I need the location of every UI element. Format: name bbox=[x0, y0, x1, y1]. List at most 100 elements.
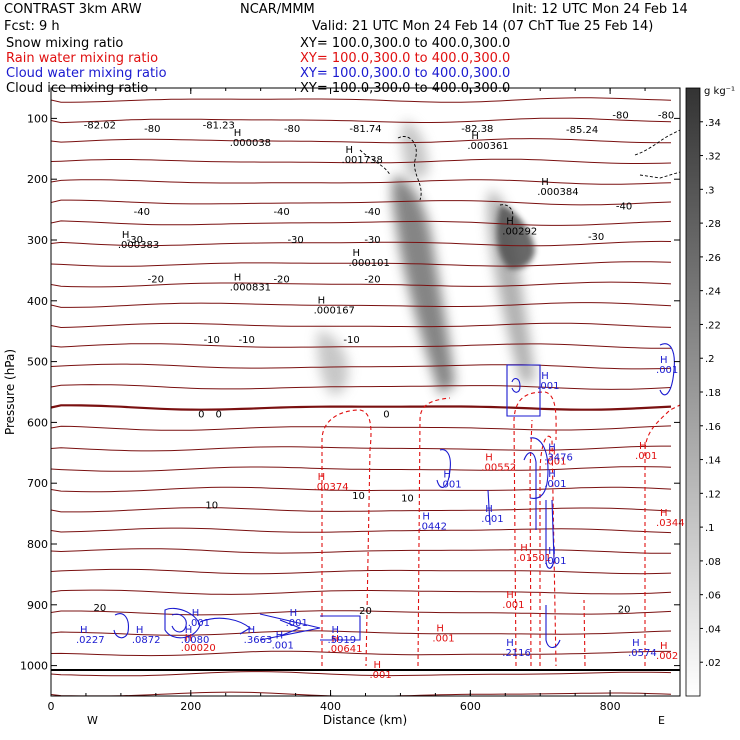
maximum-value-label: .001738 bbox=[342, 155, 383, 166]
maximum-value-label: .001 bbox=[544, 556, 566, 567]
isotherm-line bbox=[51, 671, 672, 677]
maximum-marker: H bbox=[660, 355, 668, 366]
isotherm-line bbox=[51, 486, 672, 493]
isotherm-label: -40 bbox=[273, 207, 289, 218]
isotherm-label: -20 bbox=[148, 275, 164, 286]
y-tick-label: 500 bbox=[27, 356, 48, 369]
rain-contour bbox=[539, 435, 557, 667]
isotherm-line bbox=[51, 343, 671, 349]
isotherm-line bbox=[51, 281, 672, 288]
maximum-value-label: .000101 bbox=[349, 258, 390, 269]
maximum-value-label: .01501 bbox=[516, 553, 551, 564]
cloud-water-contour bbox=[279, 619, 302, 637]
maximum-value-label: .0872 bbox=[132, 635, 161, 646]
x-end-label-east: E bbox=[658, 714, 665, 727]
cloud-water-contours bbox=[113, 343, 675, 649]
isotherm-line bbox=[51, 302, 672, 308]
isotherm-line bbox=[51, 363, 672, 370]
maximum-marker: H bbox=[660, 508, 668, 519]
rain-contours bbox=[321, 391, 680, 667]
maximum-value-label: .5919 bbox=[328, 635, 357, 646]
isotherm-line bbox=[51, 589, 672, 595]
maximum-value-label: .001 bbox=[188, 618, 210, 629]
maximum-value-label: .0574 bbox=[628, 648, 657, 659]
maximum-value-label: .000167 bbox=[314, 306, 355, 317]
isotherm-line bbox=[51, 650, 671, 657]
maximum-value-label: .03441 bbox=[656, 518, 691, 529]
maximum-marker: H bbox=[548, 446, 556, 457]
maximum-value-label: .0442 bbox=[418, 521, 447, 532]
maximum-marker: H bbox=[332, 634, 340, 645]
maximum-value-label: .001 bbox=[502, 600, 524, 611]
colorbar-tick-label: .12 bbox=[705, 489, 721, 500]
maximum-marker: H bbox=[185, 633, 193, 644]
isotherm-label: 10 bbox=[205, 501, 218, 512]
isotherm-line bbox=[51, 199, 672, 206]
maximum-marker: H bbox=[422, 511, 430, 522]
ice-contour bbox=[359, 149, 391, 176]
maximum-value-label: .000384 bbox=[537, 187, 578, 198]
maximum-value-label: .00552 bbox=[481, 462, 516, 473]
isotherm-label: -40 bbox=[364, 207, 380, 218]
ice-contour bbox=[397, 136, 422, 201]
maximum-value-label: .000383 bbox=[118, 240, 159, 251]
isotherm-label: -10 bbox=[343, 335, 359, 346]
isotherm-line bbox=[51, 240, 672, 247]
ice-top-east bbox=[401, 120, 429, 180]
colorbar-tick-label: .22 bbox=[705, 320, 721, 331]
field-label-snow: Snow mixing ratio bbox=[6, 36, 124, 51]
x-tick-label: 400 bbox=[320, 700, 341, 713]
isotherm-label: -30 bbox=[588, 232, 604, 243]
isotherm-line bbox=[51, 630, 672, 636]
isotherm-line bbox=[51, 527, 672, 534]
maximum-marker: H bbox=[318, 296, 326, 307]
maximum-value-label: .001 bbox=[439, 479, 461, 490]
maximum-value-label: .001 bbox=[635, 451, 657, 462]
colorbar-tick-label: .08 bbox=[705, 557, 721, 568]
colorbar-tick-label: .14 bbox=[705, 456, 721, 467]
isotherm-label: 0 bbox=[383, 410, 389, 421]
center-name: NCAR/MMM bbox=[240, 2, 315, 17]
maximum-marker: H bbox=[548, 469, 556, 480]
isotherm-label: 10 bbox=[401, 493, 414, 504]
isotherm-line bbox=[51, 466, 672, 472]
isotherm-label: -30 bbox=[364, 235, 380, 246]
isotherm-label: -81.23 bbox=[203, 121, 235, 132]
field-xy-snow: XY= 100.0,300.0 to 400.0,300.0 bbox=[300, 36, 511, 51]
maximum-marker: H bbox=[234, 128, 242, 139]
colorbar-tick-label: .04 bbox=[705, 624, 721, 635]
isotherm-line bbox=[51, 97, 672, 103]
maximum-marker: H bbox=[506, 590, 514, 601]
maximum-marker: H bbox=[373, 660, 381, 671]
colorbar-tick-label: .34 bbox=[705, 118, 721, 129]
maximum-value-label: .002 bbox=[656, 651, 678, 662]
cloud-water-contour bbox=[164, 607, 201, 639]
x-tick-label: 600 bbox=[460, 700, 481, 713]
isotherm-line bbox=[51, 507, 672, 513]
cloud-water-contour bbox=[545, 605, 561, 649]
cloud-water-contour bbox=[545, 499, 555, 569]
maximum-value-label: .001 bbox=[656, 365, 678, 376]
x-tick-label: 800 bbox=[600, 700, 621, 713]
isotherm-line bbox=[51, 568, 672, 575]
maximum-marker: H bbox=[541, 371, 549, 382]
field-label-cloud-water: Cloud water mixing ratio bbox=[6, 66, 167, 81]
maximum-marker: H bbox=[660, 641, 668, 652]
maximum-marker: H bbox=[234, 272, 242, 283]
y-tick-label: 600 bbox=[27, 416, 48, 429]
colorbar-units: g kg⁻¹ bbox=[704, 86, 735, 97]
isotherm-line bbox=[51, 404, 672, 411]
model-title: CONTRAST 3km ARW bbox=[4, 2, 142, 17]
isotherm-label: -81.74 bbox=[349, 124, 381, 135]
maximum-marker: H bbox=[639, 441, 647, 452]
axes: 0 200 400 600 800100200300400500600700800900… bbox=[20, 88, 681, 713]
maximum-marker: H bbox=[541, 177, 549, 188]
maximum-marker: H bbox=[353, 248, 361, 259]
isotherm-label: -10 bbox=[239, 335, 255, 346]
maximum-value-label: .001 bbox=[286, 618, 308, 629]
colorbar-tick-label: .1 bbox=[705, 523, 715, 534]
colorbar-tick-label: .3 bbox=[705, 185, 715, 196]
isotherm-label: -80 bbox=[144, 124, 160, 135]
isotherm-line bbox=[51, 691, 672, 696]
